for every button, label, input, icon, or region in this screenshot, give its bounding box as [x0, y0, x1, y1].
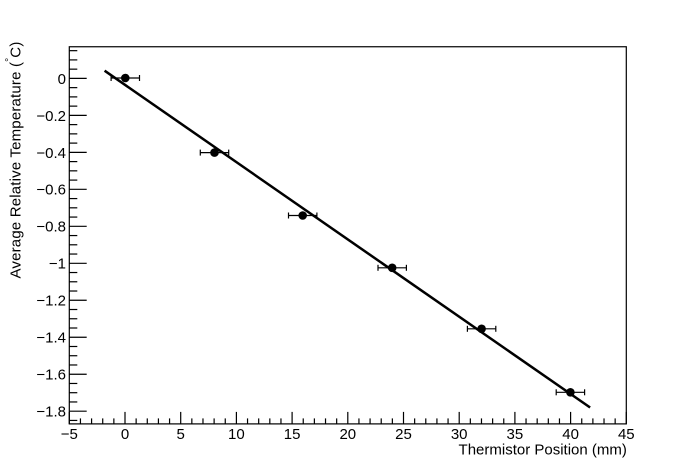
svg-text:Thermistor Position (mm): Thermistor Position (mm) — [459, 442, 627, 459]
svg-text:35: 35 — [507, 426, 524, 443]
svg-text:40: 40 — [562, 426, 579, 443]
svg-text:−0.2: −0.2 — [36, 108, 66, 125]
svg-text:−0.6: −0.6 — [36, 182, 66, 199]
svg-text:Average Relative Temperature (: Average Relative Temperature (°C) — [5, 41, 25, 278]
svg-text:−1.8: −1.8 — [36, 404, 66, 421]
svg-text:−1.4: −1.4 — [36, 330, 66, 347]
svg-text:5: 5 — [177, 426, 185, 443]
svg-text:25: 25 — [395, 426, 412, 443]
svg-text:−0.4: −0.4 — [36, 145, 66, 162]
svg-text:0: 0 — [58, 71, 66, 88]
svg-text:−1.6: −1.6 — [36, 367, 66, 384]
svg-text:−1.2: −1.2 — [36, 293, 66, 310]
svg-text:20: 20 — [339, 426, 356, 443]
svg-text:−5: −5 — [61, 426, 78, 443]
svg-text:10: 10 — [228, 426, 245, 443]
svg-text:0: 0 — [121, 426, 129, 443]
svg-text:30: 30 — [451, 426, 468, 443]
svg-text:15: 15 — [284, 426, 301, 443]
svg-text:−1: −1 — [49, 256, 66, 273]
svg-text:45: 45 — [618, 426, 635, 443]
svg-text:−0.8: −0.8 — [36, 219, 66, 236]
